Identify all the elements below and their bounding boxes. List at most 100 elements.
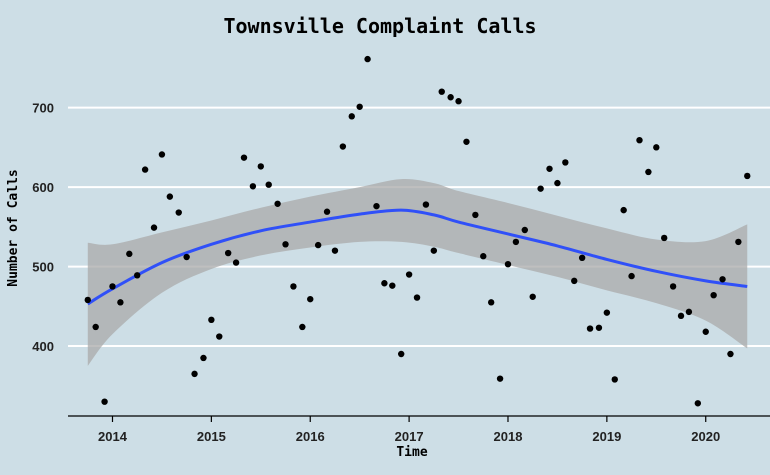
data-point <box>373 202 380 210</box>
data-point <box>405 271 413 278</box>
data-point <box>175 209 182 216</box>
data-point <box>314 241 322 249</box>
data-point <box>356 103 363 110</box>
x-tick-label: 2016 <box>296 429 325 444</box>
data-point <box>413 294 421 301</box>
data-point <box>274 200 281 207</box>
y-tick-label: 500 <box>32 260 54 275</box>
data-point <box>628 272 635 280</box>
data-point <box>496 375 504 382</box>
x-tick-label: 2020 <box>691 429 720 444</box>
data-point <box>307 295 314 303</box>
x-tick-label: 2019 <box>592 429 621 444</box>
data-point <box>323 208 331 215</box>
data-point <box>290 283 297 290</box>
data-point <box>694 400 702 407</box>
data-point <box>109 283 116 290</box>
data-point <box>232 259 240 266</box>
x-tick-label: 2014 <box>98 429 128 444</box>
data-point <box>710 291 717 299</box>
data-point <box>422 201 430 208</box>
data-point <box>126 250 133 258</box>
y-tick-label: 700 <box>32 101 54 116</box>
data-point <box>447 94 454 101</box>
data-point <box>669 283 677 290</box>
data-point <box>141 166 149 173</box>
data-point <box>150 224 158 231</box>
x-tick-label: 2015 <box>197 429 226 444</box>
data-point <box>389 282 396 289</box>
data-point <box>562 159 569 166</box>
data-point <box>430 247 438 254</box>
data-point <box>504 260 512 268</box>
data-point <box>158 151 166 158</box>
data-point <box>529 293 536 300</box>
data-point <box>183 253 190 261</box>
data-points <box>84 55 751 407</box>
confidence-band <box>87 179 748 366</box>
data-point <box>744 172 751 180</box>
data-point <box>677 312 685 320</box>
data-point <box>224 249 232 257</box>
data-point <box>398 350 405 358</box>
data-point <box>554 179 561 187</box>
data-point <box>685 308 693 316</box>
data-point <box>191 370 198 378</box>
data-point <box>719 276 726 283</box>
data-point <box>595 324 603 331</box>
data-point <box>455 98 462 105</box>
data-point <box>603 309 611 316</box>
data-point <box>487 299 495 306</box>
y-axis-ticks: 400 500 600 700 <box>32 101 54 354</box>
data-point <box>166 193 174 200</box>
data-point <box>84 296 91 304</box>
data-point <box>216 333 223 340</box>
data-point <box>636 136 643 144</box>
data-point <box>134 272 141 279</box>
data-point <box>512 238 520 246</box>
data-point <box>92 323 99 331</box>
data-point <box>117 299 124 306</box>
data-point <box>611 376 618 383</box>
x-axis-title: Time <box>396 445 427 460</box>
data-point <box>331 247 339 254</box>
data-point <box>653 144 660 151</box>
x-tick-label: 2017 <box>395 429 424 444</box>
x-tick-label: 2018 <box>494 429 523 444</box>
data-point <box>249 183 257 190</box>
data-point <box>735 238 742 246</box>
data-point <box>702 328 709 335</box>
data-point <box>282 241 289 248</box>
data-point <box>480 253 487 260</box>
data-point <box>364 55 371 63</box>
data-point <box>463 138 470 145</box>
data-point <box>586 325 594 332</box>
data-point <box>578 254 586 262</box>
data-point <box>645 168 652 176</box>
data-point <box>438 88 445 95</box>
data-point <box>472 211 479 219</box>
y-tick-label: 400 <box>32 339 54 354</box>
data-point <box>661 234 668 242</box>
x-axis-ticks: 2014 2015 2016 2017 2018 2019 2020 <box>98 416 720 444</box>
data-point <box>381 280 388 287</box>
trend-line <box>86 208 748 306</box>
data-point <box>208 316 215 324</box>
data-point <box>546 165 553 172</box>
data-point <box>339 143 347 150</box>
data-point <box>101 398 108 405</box>
data-point <box>727 350 734 358</box>
y-axis-title: Number of Calls <box>6 169 21 286</box>
data-point <box>200 354 207 362</box>
data-point <box>537 185 544 192</box>
data-point <box>257 163 265 170</box>
chart-title: Townsville Complaint Calls <box>223 14 536 38</box>
data-point <box>240 154 248 161</box>
data-point <box>521 226 528 234</box>
data-point <box>265 181 272 188</box>
data-point <box>571 277 578 285</box>
data-point <box>348 113 355 120</box>
y-tick-label: 600 <box>32 180 54 195</box>
data-point <box>620 206 627 214</box>
